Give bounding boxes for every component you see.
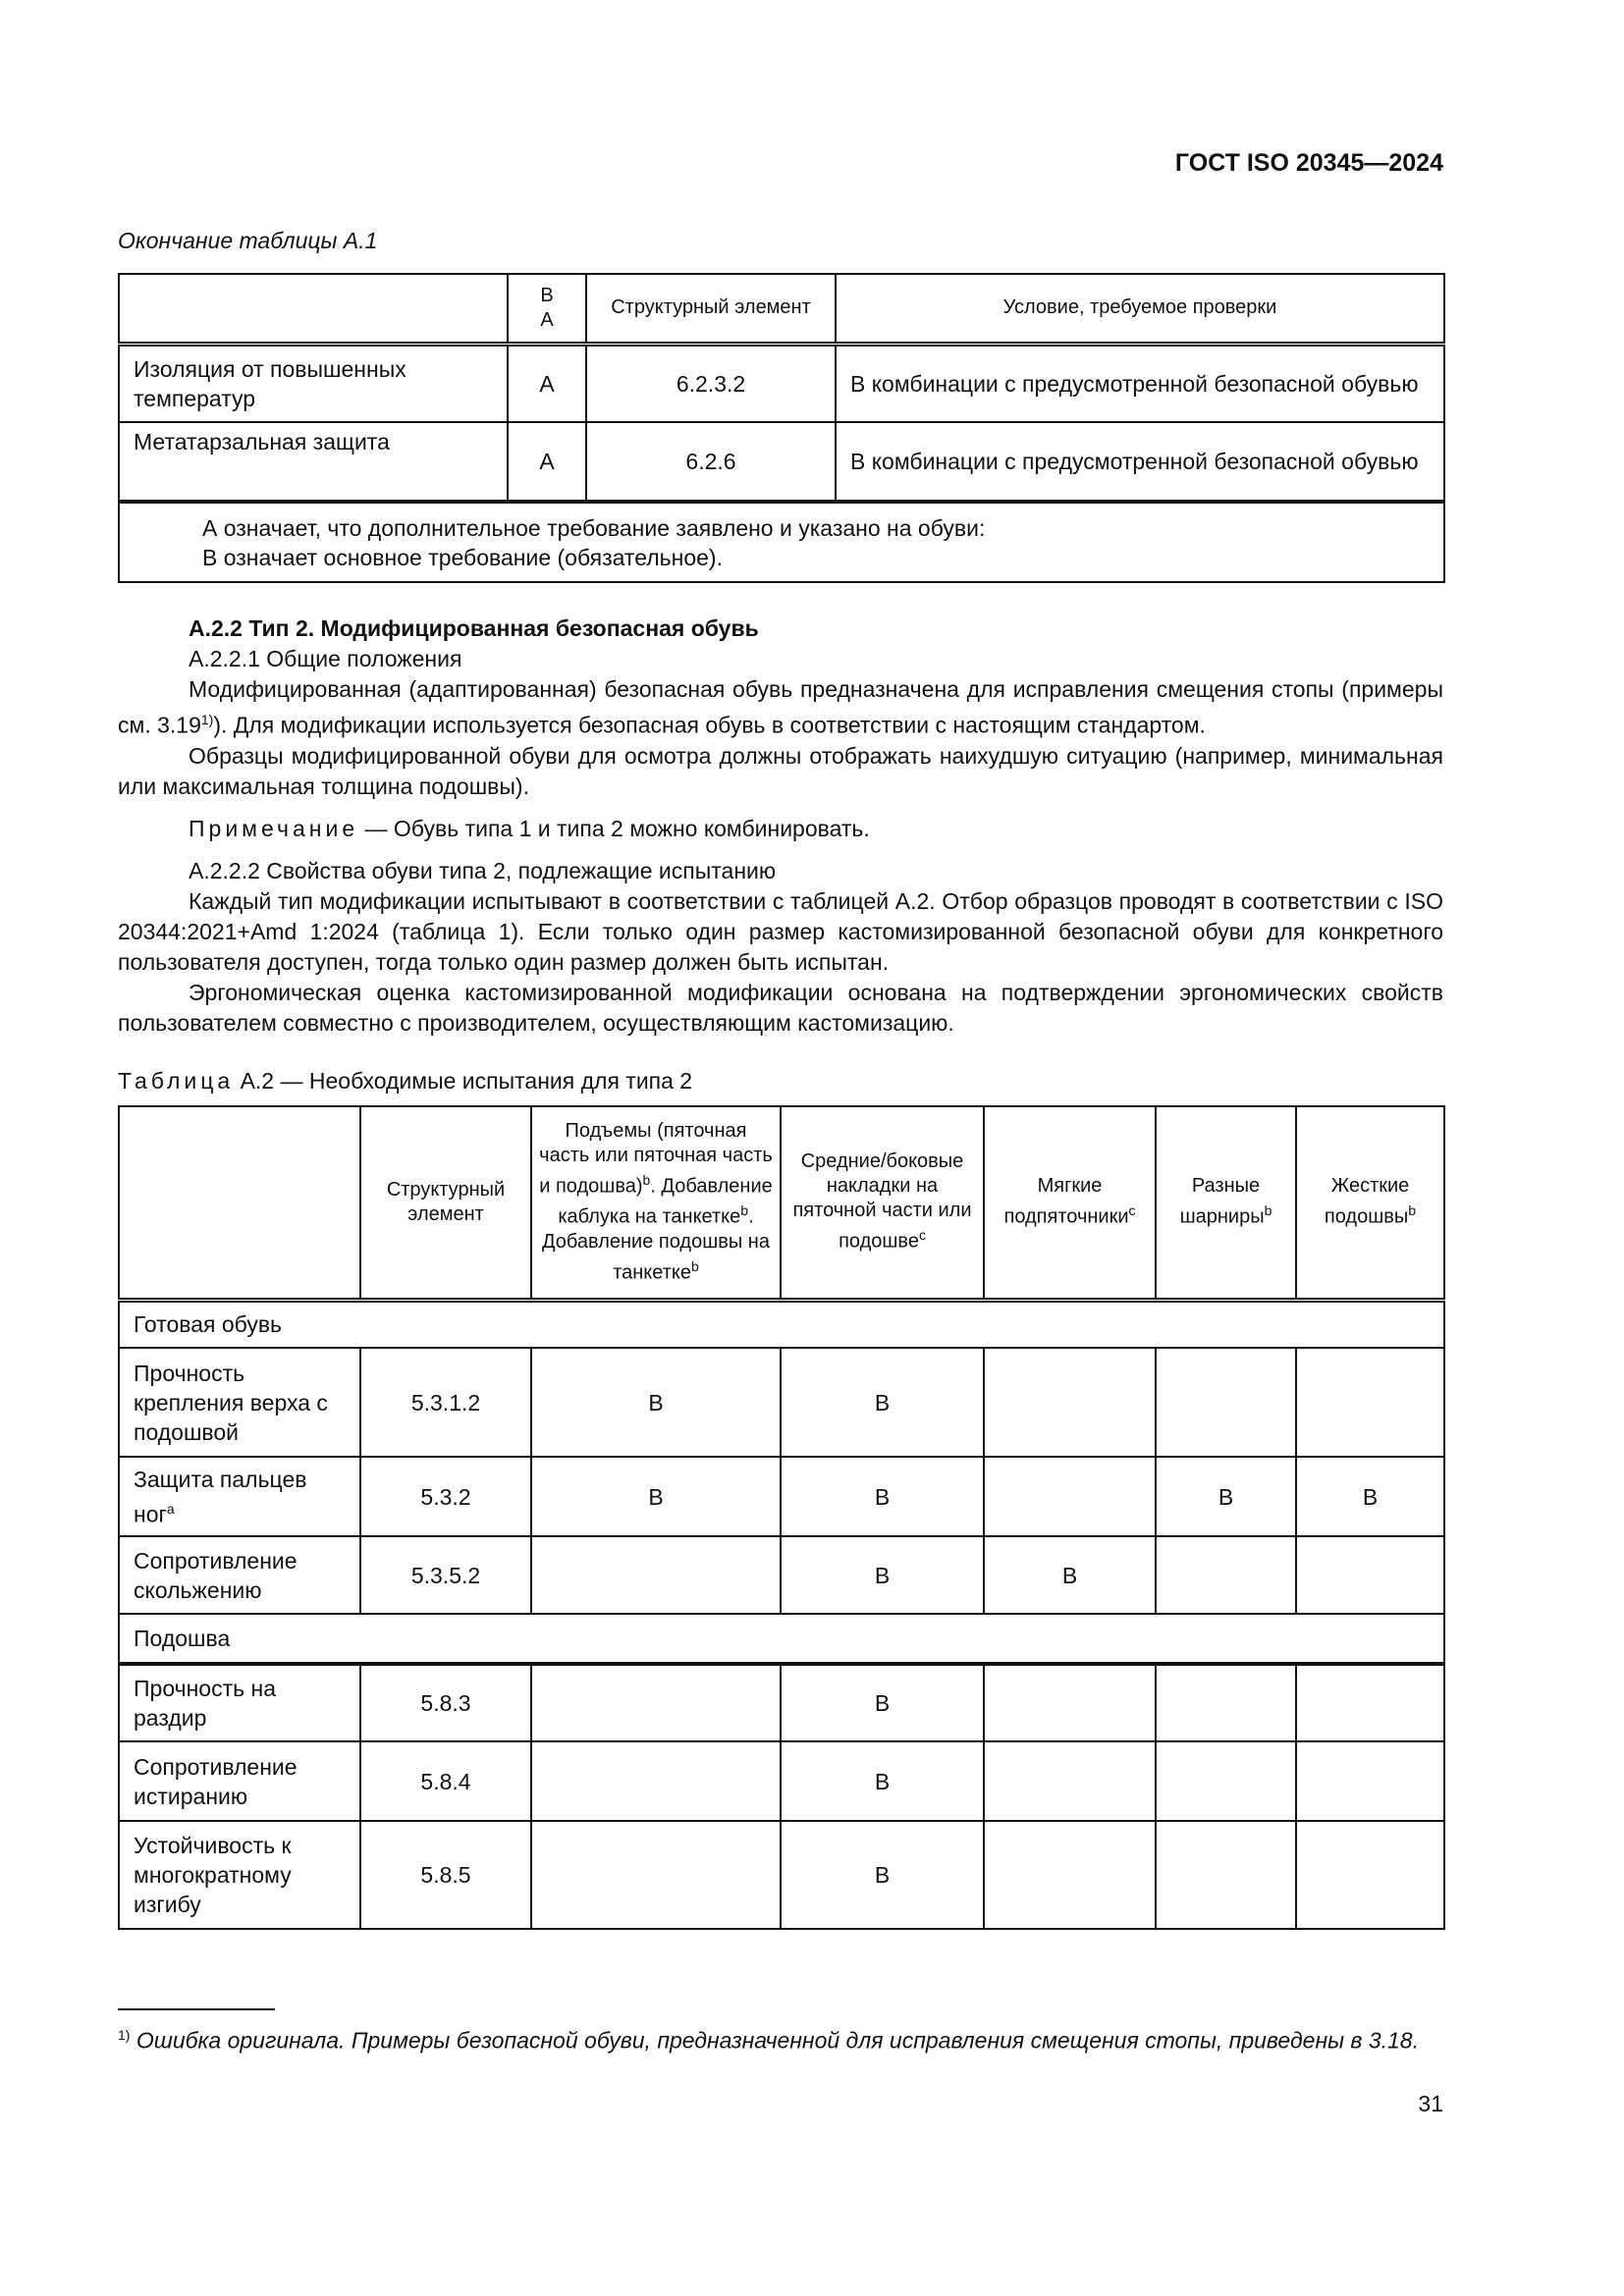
page-number: 31 [1418,2091,1443,2116]
cell: В [530,1456,782,1537]
section-title: Подошва [118,1613,1445,1666]
paragraph: Каждый тип модификации испытывают в соот… [118,887,1443,975]
cell [1295,1663,1445,1742]
subsection-heading: А.2.2.2 Свойства обуви типа 2, подлежащи… [189,857,777,883]
cell [983,1663,1157,1742]
cell [1155,1663,1297,1742]
cell: В [780,1535,985,1615]
cell [1155,1740,1297,1822]
column-header [118,1105,361,1303]
cell [1295,1740,1445,1822]
footnote: 1) Ошибка оригинала. Примеры безопасной … [118,2027,1419,2054]
table-row: Прочность на раздир 5.8.3 В [118,1663,1445,1742]
table-row: Прочность крепления верха с подошвой 5.3.… [118,1347,1445,1458]
cell [1295,1347,1445,1458]
row-label: Сопротивление скольжению [118,1535,361,1615]
document-header: ГОСТ ISO 20345—2024 [1174,149,1443,177]
footnote-divider [118,2008,275,2010]
cell [530,1535,782,1615]
cell: В [780,1347,985,1458]
row-label: Прочность на раздир [118,1663,361,1742]
table-row: Метатарзальная защита А 6.2.6 В комбинац… [118,421,1445,503]
note: Примечание — Обувь типа 1 и типа 2 можно… [189,815,870,841]
cell [1155,1820,1297,1930]
body-text: А.2.2 Тип 2. Модифицированная безопасная… [118,614,1443,1096]
table1-caption: Окончание таблицы А.1 [118,228,378,253]
row-label: Защита пальцев ногa [118,1456,361,1537]
cell: В [780,1456,985,1537]
table-row: Сопротивление истиранию 5.8.4 В [118,1740,1445,1822]
cell [983,1456,1157,1537]
table2-caption: Таблица А.2 — Необходимые испытания для … [118,1067,693,1094]
paragraph: Образцы модифицированной обуви для осмот… [118,742,1443,799]
paragraph: Модифицированная (адаптированная) безопа… [118,676,1443,738]
footnote-ref: 1) [200,712,214,727]
table-note-row: А означает, что дополнительное требовани… [118,500,1445,583]
row-label: Прочность крепления верха с подошвой [118,1347,361,1458]
column-header: Средние/боковые накладки на пяточной час… [780,1105,985,1303]
cell: В [1155,1456,1297,1537]
section-row: Подошва [118,1613,1445,1666]
row-label: Устойчивость к многократному изгибу [118,1820,361,1930]
cell: В [780,1740,985,1822]
cell: 5.3.1.2 [359,1347,532,1458]
cell: 5.8.3 [359,1663,532,1742]
section-row: Готовая обувь [118,1299,1445,1349]
cell [983,1740,1157,1822]
cell [1155,1347,1297,1458]
cell: 5.8.5 [359,1820,532,1930]
table-header-row: В А Структурный элемент Условие, требуем… [118,273,1445,347]
cell [1295,1535,1445,1615]
cell [530,1820,782,1930]
subsection-heading: А.2.2.1 Общие положения [189,646,462,671]
table-row: Устойчивость к многократному изгибу 5.8.5… [118,1820,1445,1930]
section-title: Готовая обувь [118,1299,1445,1349]
cell [983,1820,1157,1930]
cell [1295,1820,1445,1930]
cell: В [780,1820,985,1930]
table-a1: В А Структурный элемент Условие, требуем… [118,273,1445,583]
row-label: Сопротивление истиранию [118,1740,361,1822]
cell: В [780,1663,985,1742]
column-header: Подъемы (пяточная часть или пяточная час… [530,1105,782,1303]
cell: 5.3.5.2 [359,1535,532,1615]
section-heading: А.2.2 Тип 2. Модифицированная безопасная… [189,615,759,641]
table-a2: Структурный элемент Подъемы (пяточная час… [118,1105,1445,1930]
table-row: Защита пальцев ногa 5.3.2 В В В В [118,1456,1445,1537]
table-row: Изоляция от повышенных температур А 6.2.… [118,343,1445,423]
cell [1155,1535,1297,1615]
paragraph: Эргономическая оценка кастомизированной … [118,979,1443,1036]
column-header: Разные шарнирыb [1155,1105,1297,1303]
cell: В [1295,1456,1445,1537]
column-header: Мягкие подпяточникиc [983,1105,1157,1303]
table-header-row: Структурный элемент Подъемы (пяточная час… [118,1105,1445,1303]
cell: В [530,1347,782,1458]
column-header: Структурный элемент [359,1105,532,1303]
cell: В [983,1535,1157,1615]
column-header: Жесткие подошвыb [1295,1105,1445,1303]
cell [983,1347,1157,1458]
cell [530,1740,782,1822]
table-row: Сопротивление скольжению 5.3.5.2 В В [118,1535,1445,1615]
cell: 5.8.4 [359,1740,532,1822]
cell [530,1663,782,1742]
cell: 5.3.2 [359,1456,532,1537]
